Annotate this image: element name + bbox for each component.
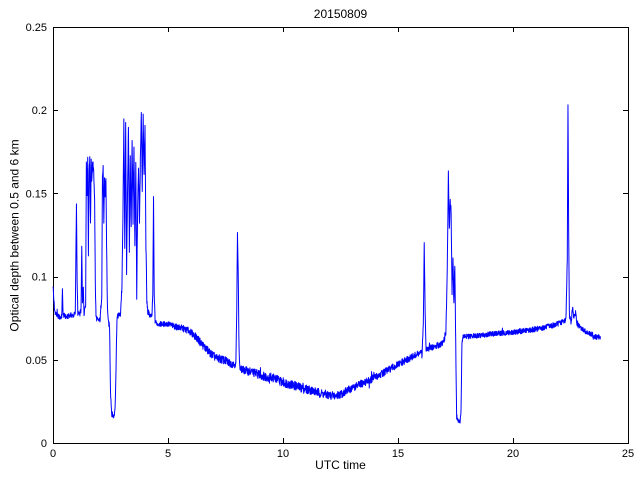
y-tick-label: 0.15	[26, 188, 47, 200]
y-tick-label: 0.1	[32, 272, 47, 284]
data-line	[52, 104, 601, 424]
y-tick-label: 0.25	[26, 22, 47, 34]
x-tick-label: 5	[165, 448, 171, 460]
y-tick-label: 0.2	[32, 105, 47, 117]
y-axis-label: Optical depth between 0.5 and 6 km	[7, 139, 22, 332]
chart-title: 20150809	[313, 7, 368, 21]
x-tick-label: 20	[507, 448, 519, 460]
x-tick-label: 10	[277, 448, 289, 460]
x-tick-label: 15	[392, 448, 404, 460]
y-tick-label: 0	[41, 438, 47, 450]
x-tick-label: 25	[622, 448, 634, 460]
x-tick-label: 0	[50, 448, 56, 460]
axes-box	[53, 27, 629, 444]
y-tick-label: 0.05	[26, 355, 47, 367]
x-axis-label: UTC time	[315, 458, 366, 472]
